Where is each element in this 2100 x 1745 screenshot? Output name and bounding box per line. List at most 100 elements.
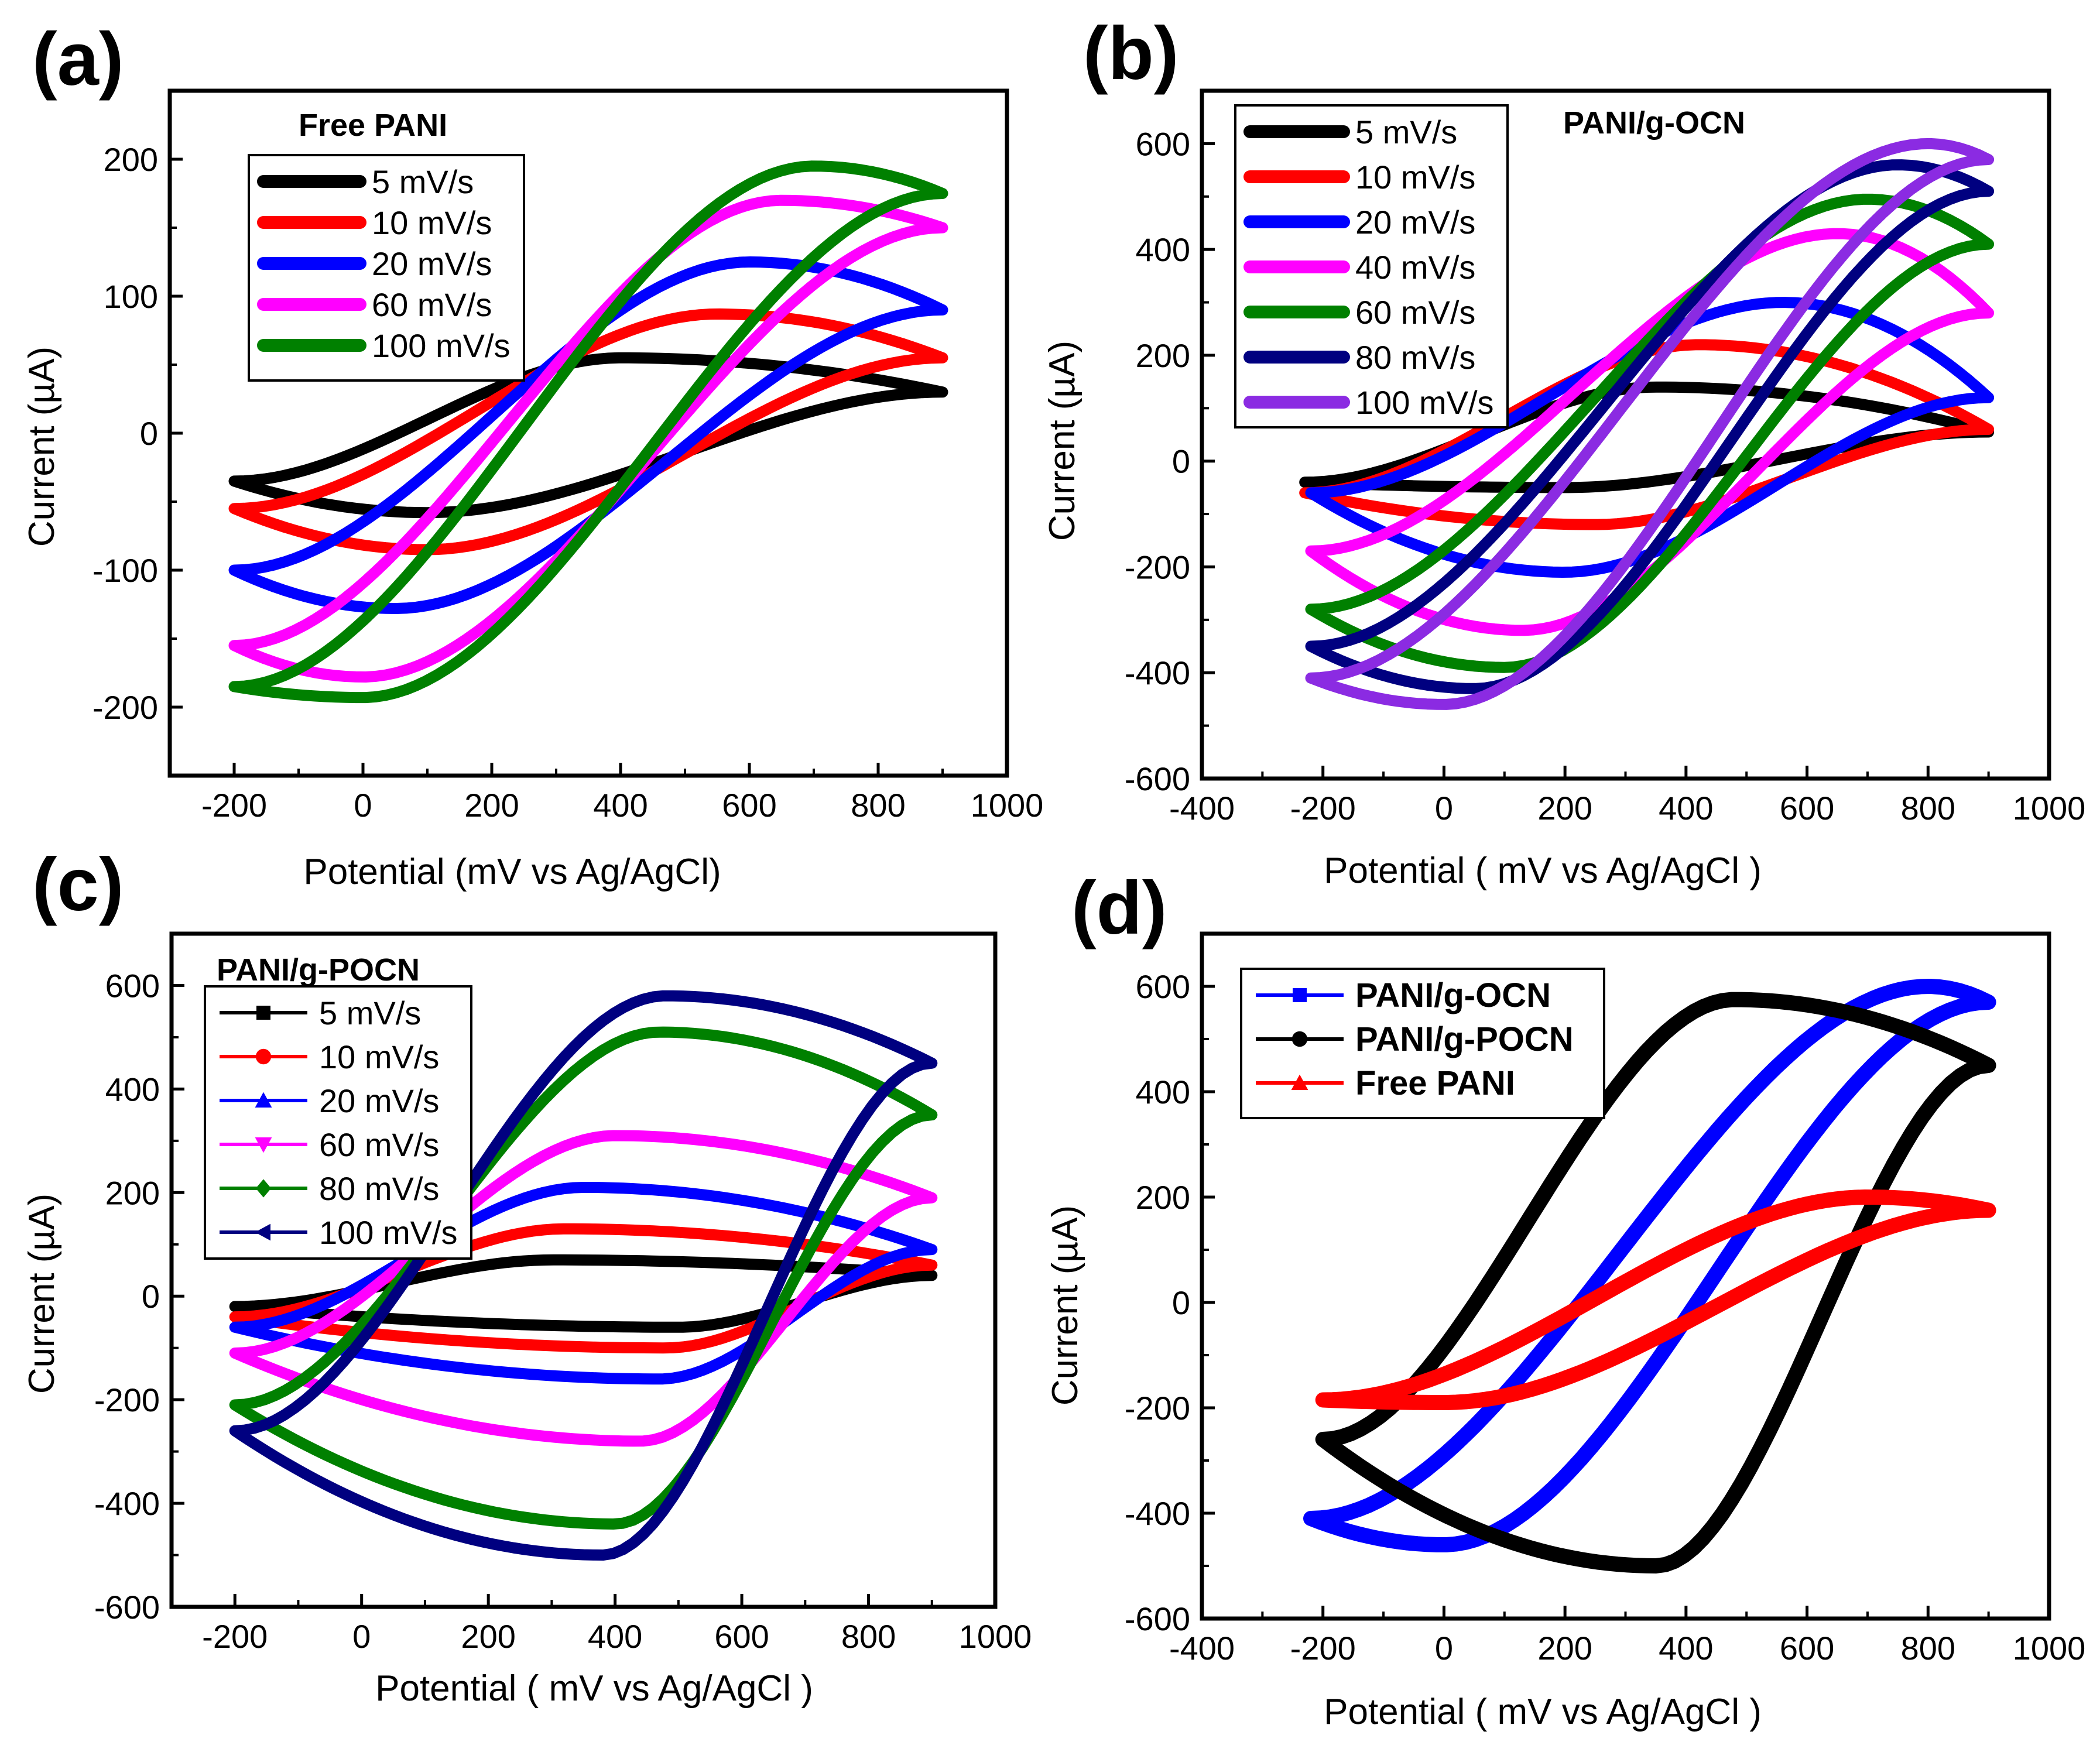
legend-label: Free PANI bbox=[1355, 1064, 1515, 1102]
x-tick-label: 600 bbox=[1780, 1630, 1834, 1667]
x-tick-label: 600 bbox=[714, 1618, 769, 1655]
x-tick-label: 200 bbox=[1537, 1630, 1592, 1667]
series-line-a-3 bbox=[228, 194, 948, 683]
legend-d: PANI/g-OCN PANI/g-POCN Free PANI bbox=[1240, 968, 1605, 1119]
legend-marker-square bbox=[256, 1006, 270, 1020]
y-tick-label: -400 bbox=[1125, 654, 1190, 691]
y-tick-label: -200 bbox=[1125, 1390, 1190, 1427]
x-tick-label: 400 bbox=[593, 787, 648, 824]
legend-label: 5 mV/s bbox=[1355, 114, 1457, 150]
series-line-c-0 bbox=[229, 1254, 938, 1333]
legend-label: 60 mV/s bbox=[372, 286, 492, 323]
legend-label: 20 mV/s bbox=[1355, 204, 1475, 241]
x-tick-label: -400 bbox=[1169, 790, 1235, 827]
y-tick-label: 200 bbox=[104, 141, 158, 178]
x-tick-label: 600 bbox=[1780, 790, 1834, 827]
legend-marker-triangle-up bbox=[255, 1092, 272, 1108]
legend-title-c: PANI/g-POCN bbox=[217, 952, 420, 988]
legend-label: 100 mV/s bbox=[372, 327, 511, 364]
x-tick-label: 200 bbox=[464, 787, 519, 824]
legend-label: 10 mV/s bbox=[319, 1038, 439, 1075]
plot-panel-d: PANI/g-OCN PANI/g-POCN Free PANI bbox=[1200, 931, 2051, 1621]
y-tick-label: -400 bbox=[1125, 1495, 1190, 1532]
legend-label: 100 mV/s bbox=[319, 1214, 458, 1251]
legend-marker-square bbox=[1293, 988, 1307, 1002]
ticks-panel-c: -200 0 200 400 600 800 1000 -600 -400 -200 0 200 400… bbox=[94, 967, 1032, 1655]
x-tick-label: 400 bbox=[1659, 1630, 1713, 1667]
series-line-d-2 bbox=[1315, 1189, 1996, 1410]
x-tick-label: 600 bbox=[722, 787, 776, 824]
legend-title-b: PANI/g-OCN bbox=[1563, 105, 1745, 140]
x-axis-label-b: Potential ( mV vs Ag/AgCl ) bbox=[1324, 851, 1762, 891]
y-tick-label: 0 bbox=[1172, 1284, 1190, 1321]
y-tick-label: -200 bbox=[1125, 548, 1190, 585]
plot-panel-a: 5 mV/s 10 mV/s 20 mV/s 60 mV/s 100 mV/s bbox=[167, 88, 1009, 778]
y-tick-label: 200 bbox=[105, 1174, 160, 1211]
x-axis-label-c: Potential ( mV vs Ag/AgCl ) bbox=[375, 1668, 813, 1709]
legend-label: 80 mV/s bbox=[319, 1170, 439, 1207]
legend-label: 60 mV/s bbox=[319, 1126, 439, 1163]
series-group-d bbox=[1303, 979, 1996, 1573]
y-tick-label: -600 bbox=[1125, 1600, 1190, 1637]
y-tick-label: -600 bbox=[94, 1589, 160, 1626]
x-axis-label-d: Potential ( mV vs Ag/AgCl ) bbox=[1324, 1692, 1762, 1732]
series-line-a-0 bbox=[228, 352, 948, 519]
x-tick-label: -200 bbox=[201, 787, 267, 824]
panel-label-a: (a) bbox=[32, 18, 124, 101]
x-tick-label: -200 bbox=[202, 1618, 268, 1655]
panel-label-b: (b) bbox=[1083, 12, 1179, 95]
legend-marker-circle bbox=[1291, 1031, 1308, 1047]
x-tick-label: 1000 bbox=[2013, 1630, 2086, 1667]
legend-label: 10 mV/s bbox=[372, 204, 492, 241]
legend-label: PANI/g-POCN bbox=[1355, 1020, 1574, 1058]
legend-marker-triangle-down bbox=[255, 1137, 272, 1153]
series-line-b-6 bbox=[1305, 138, 1995, 710]
y-tick-label: 400 bbox=[105, 1071, 160, 1108]
series-line-d-1 bbox=[1315, 992, 1996, 1573]
x-tick-label: 0 bbox=[354, 787, 372, 824]
series-group-b bbox=[1299, 138, 1995, 710]
y-tick-label: -200 bbox=[93, 689, 158, 726]
y-tick-label: 600 bbox=[1136, 125, 1190, 162]
x-tick-label: 1000 bbox=[959, 1618, 1032, 1655]
y-tick-label: -600 bbox=[1125, 760, 1190, 797]
y-axis-label-c: Current (µA) bbox=[22, 1194, 62, 1394]
y-tick-label: -400 bbox=[94, 1485, 160, 1522]
y-tick-label: 0 bbox=[140, 415, 158, 452]
legend-title-a: Free PANI bbox=[299, 108, 447, 143]
legend-label: 80 mV/s bbox=[1355, 339, 1475, 376]
legend-marker-circle bbox=[255, 1048, 272, 1065]
legend-b: 5 mV/s 10 mV/s 20 mV/s 40 mV/s 60 mV/s 80 mV/… bbox=[1234, 104, 1509, 428]
ticks-panel-a: -200 0 200 400 600 800 1000 -200 -100 0 100 200 bbox=[93, 141, 1043, 824]
plot-frame-b bbox=[1200, 88, 2051, 781]
y-tick-label: 400 bbox=[1136, 231, 1190, 268]
series-line-a-2 bbox=[228, 256, 948, 614]
legend-a: 5 mV/s 10 mV/s 20 mV/s 60 mV/s 100 mV/s bbox=[248, 154, 525, 382]
x-axis-label-a: Potential (mV vs Ag/AgCl) bbox=[303, 852, 721, 892]
legend-marker-triangle-left bbox=[255, 1223, 270, 1241]
legend-label: 40 mV/s bbox=[1355, 249, 1475, 286]
series-line-a-4 bbox=[228, 160, 948, 704]
x-tick-label: 400 bbox=[1659, 790, 1713, 827]
series-line-b-2 bbox=[1305, 297, 1995, 578]
x-tick-label: -200 bbox=[1290, 790, 1356, 827]
panel-label-d: (d) bbox=[1071, 866, 1167, 950]
y-tick-label: -100 bbox=[93, 552, 158, 589]
legend-label: PANI/g-OCN bbox=[1355, 976, 1551, 1014]
x-tick-label: 800 bbox=[841, 1618, 896, 1655]
legend-label: 20 mV/s bbox=[319, 1082, 439, 1119]
legend-c: 5 mV/s 10 mV/s 20 mV/s 60 mV/s 80 mV/s 100 mV… bbox=[204, 985, 472, 1260]
legend-label: 5 mV/s bbox=[319, 995, 421, 1031]
plot-panel-b: 5 mV/s 10 mV/s 20 mV/s 40 mV/s 60 mV/s 80 mV/… bbox=[1200, 88, 2051, 781]
y-tick-label: -200 bbox=[94, 1381, 160, 1418]
y-tick-label: 200 bbox=[1136, 1179, 1190, 1216]
plot-frame-c bbox=[169, 931, 998, 1609]
y-tick-label: 100 bbox=[104, 278, 158, 315]
x-tick-label: 800 bbox=[1901, 1630, 1955, 1667]
x-tick-label: 200 bbox=[1537, 790, 1592, 827]
x-tick-label: 800 bbox=[1901, 790, 1955, 827]
x-tick-label: 800 bbox=[851, 787, 905, 824]
legend-box bbox=[204, 985, 472, 1260]
legend-label: 60 mV/s bbox=[1355, 294, 1475, 331]
